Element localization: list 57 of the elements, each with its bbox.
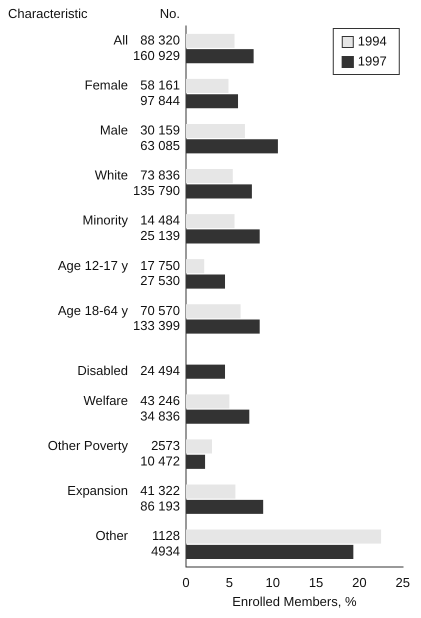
y-tick-label: Disabled bbox=[77, 363, 128, 378]
text: 135 790 bbox=[133, 182, 180, 198]
x-tick-label: 0 bbox=[182, 575, 190, 590]
text: 70 570 bbox=[140, 302, 180, 318]
x-tick-label: 10 bbox=[265, 575, 280, 590]
y-tick-label: Welfare bbox=[83, 392, 128, 408]
text: 2573 bbox=[151, 438, 180, 454]
y-tick-label: White bbox=[94, 168, 128, 183]
bar bbox=[186, 78, 228, 93]
text: 10 472 bbox=[140, 453, 180, 468]
x-tick-label: 25 bbox=[396, 575, 410, 590]
text: 97 844 bbox=[140, 92, 180, 108]
bar bbox=[186, 169, 233, 184]
text: 34 836 bbox=[140, 408, 180, 424]
legend-label: 1994 bbox=[358, 34, 387, 49]
text: 1128 bbox=[152, 528, 180, 544]
bar bbox=[186, 484, 236, 499]
y-tick-label: Expansion bbox=[67, 483, 128, 498]
text: 160 929 bbox=[133, 48, 180, 63]
x-tick-label: 15 bbox=[308, 575, 324, 590]
y-axis-title: Characteristic bbox=[8, 6, 88, 22]
x-tick-label: 5 bbox=[226, 575, 233, 590]
text: 25 139 bbox=[140, 228, 180, 244]
bar bbox=[186, 530, 382, 544]
text: 58 161 bbox=[140, 78, 180, 93]
y-tick-label: Other bbox=[95, 528, 129, 544]
text: 17 750 bbox=[140, 258, 180, 273]
y-tick-label: Minority bbox=[82, 212, 128, 228]
text: 73 836 bbox=[140, 168, 180, 183]
y-tick-label: Other Poverty bbox=[48, 438, 128, 454]
bar bbox=[186, 439, 212, 454]
text: 133 399 bbox=[133, 318, 180, 334]
text: 30 159 bbox=[140, 122, 180, 138]
bar bbox=[186, 394, 230, 408]
bar bbox=[186, 259, 204, 274]
bar bbox=[186, 304, 241, 318]
bar bbox=[186, 124, 245, 138]
text: 4934 bbox=[151, 544, 180, 559]
x-tick-label: 20 bbox=[352, 575, 367, 590]
x-axis-title: Enrolled Members, % bbox=[232, 594, 357, 609]
text: 63 085 bbox=[140, 138, 180, 153]
y-tick-label: Female bbox=[84, 78, 128, 93]
text: 41 322 bbox=[140, 483, 180, 498]
text: 86 193 bbox=[140, 498, 180, 514]
bar bbox=[186, 214, 235, 228]
y-tick-label: Age 12-17 y bbox=[58, 258, 128, 273]
text: 14 484 bbox=[140, 212, 180, 228]
bar bbox=[186, 34, 235, 48]
y-tick-label: Age 18-64 y bbox=[58, 302, 128, 318]
text: 88 320 bbox=[140, 32, 180, 48]
legend-label: 1997 bbox=[358, 54, 387, 69]
text: 43 246 bbox=[140, 392, 180, 408]
text: 27 530 bbox=[140, 273, 180, 288]
y-tick-label: All bbox=[114, 32, 128, 48]
y-tick-label: Male bbox=[100, 122, 128, 138]
text: 24 494 bbox=[140, 363, 180, 378]
text: No. bbox=[160, 6, 180, 22]
